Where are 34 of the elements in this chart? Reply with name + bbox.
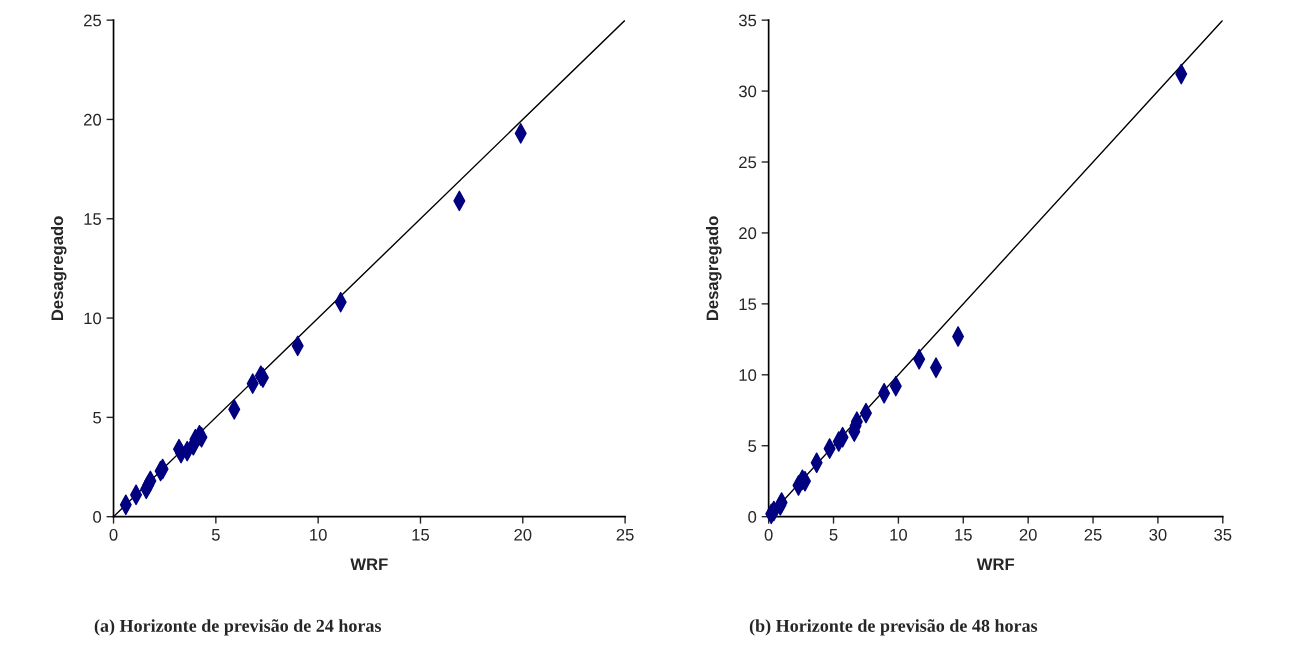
y-tick-label: 5 [748,440,757,452]
y-tick-label: 5 [93,411,102,424]
text: (b) Horizonte de previsão de 48 horas [749,619,1038,636]
x-tick-label: 0 [109,528,118,541]
x-tick-label: 5 [211,529,220,541]
text: (a) Horizonte de previsão de 24 horas [94,619,382,636]
y-axis-title: Desagregado [50,216,67,321]
y-tick-label: 15 [84,213,102,225]
y-tick-label: 10 [739,369,757,381]
x-tick-label: 10 [890,528,908,541]
y-tick-label: 20 [739,227,757,240]
x-axis-title: WRF [350,558,388,570]
y-tick-label: 15 [739,298,757,311]
y-tick-label: 25 [739,156,757,169]
x-tick-label: 15 [412,529,430,541]
x-tick-label: 30 [1149,528,1167,541]
x-tick-label: 20 [1019,528,1037,541]
y-axis-title: Desagregado [706,216,722,321]
x-tick-label: 25 [616,528,634,541]
x-tick-label: 20 [514,528,532,541]
y-tick-label: 0 [93,511,102,523]
x-tick-label: 10 [310,528,327,541]
x-tick-label: 25 [1084,528,1102,541]
x-tick-label: 5 [829,529,838,541]
x-tick-label: 15 [955,529,972,541]
y-tick-label: 0 [748,511,757,523]
y-tick-label: 10 [84,312,102,325]
x-tick-label: 0 [764,528,773,541]
y-tick-label: 30 [738,85,757,98]
x-axis-title: WRF [976,558,1015,570]
x-tick-label: 35 [1214,528,1232,541]
y-tick-label: 20 [84,113,102,126]
y-tick-label: 25 [84,14,102,27]
y-tick-label: 35 [738,14,757,27]
